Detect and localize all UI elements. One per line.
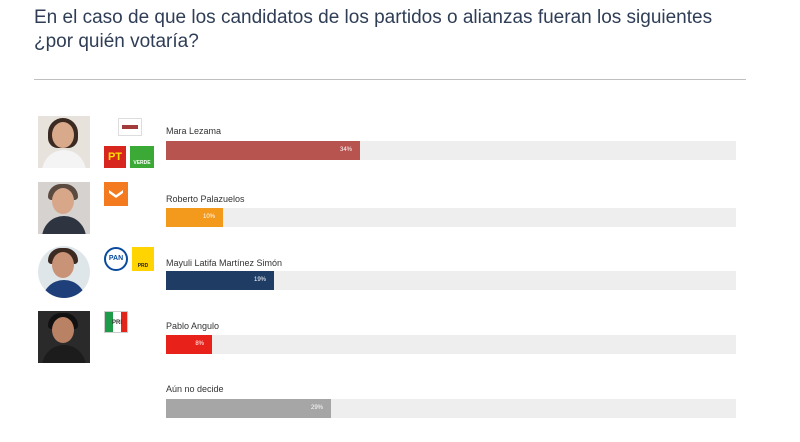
- candidate-photo: [38, 116, 90, 168]
- bar-value-label: 29%: [310, 405, 323, 411]
- bar-label: Roberto Palazuelos: [166, 194, 245, 204]
- bar-label: Mayuli Latifa Martínez Simón: [166, 258, 283, 268]
- page-title: En el caso de que los candidatos de los …: [34, 7, 713, 52]
- candidate-photo: [38, 311, 90, 363]
- bar: 19%: [166, 271, 274, 290]
- bar-value-label: 19%: [253, 277, 266, 283]
- bar-track: 34%: [166, 141, 736, 160]
- prd-logo-icon: PRD: [132, 247, 154, 271]
- candidate-row-1: PT VERDE Mara Lezama 34%: [0, 112, 800, 172]
- bar: 10%: [166, 208, 223, 227]
- bar-value-label: 8%: [195, 341, 204, 347]
- bar-label: Mara Lezama: [166, 126, 222, 136]
- pt-logo-icon: PT: [104, 146, 126, 168]
- bar-track: 19%: [166, 271, 736, 290]
- verde-logo-icon: VERDE: [130, 146, 154, 168]
- bar: 8%: [166, 335, 212, 354]
- bar-value-label: 34%: [339, 147, 352, 153]
- bar: 34%: [166, 141, 360, 160]
- morena-logo-icon: [118, 118, 142, 136]
- candidate-row-3: PAN PRD Mayuli Latifa Martínez Simón 19%: [0, 244, 800, 304]
- candidate-row-5: Aún no decide 29%: [0, 372, 800, 432]
- bar-value-label: 10%: [202, 214, 215, 220]
- bar-label: Pablo Angulo: [166, 321, 220, 331]
- candidate-photo: [38, 246, 90, 298]
- bar-label: Aún no decide: [166, 384, 224, 394]
- pan-logo-icon: PAN: [104, 247, 128, 271]
- candidate-row-2: Roberto Palazuelos 10%: [0, 180, 800, 240]
- movimiento-ciudadano-logo-icon: [104, 182, 128, 206]
- bar-track: 29%: [166, 399, 736, 418]
- pri-logo-icon: PRI: [104, 311, 128, 333]
- candidate-row-4: PRI Pablo Angulo 8%: [0, 307, 800, 367]
- candidate-photo: [38, 182, 90, 234]
- bar-track: 8%: [166, 335, 736, 354]
- title-divider: [34, 79, 746, 80]
- bar-track: 10%: [166, 208, 736, 227]
- bar: 29%: [166, 399, 331, 418]
